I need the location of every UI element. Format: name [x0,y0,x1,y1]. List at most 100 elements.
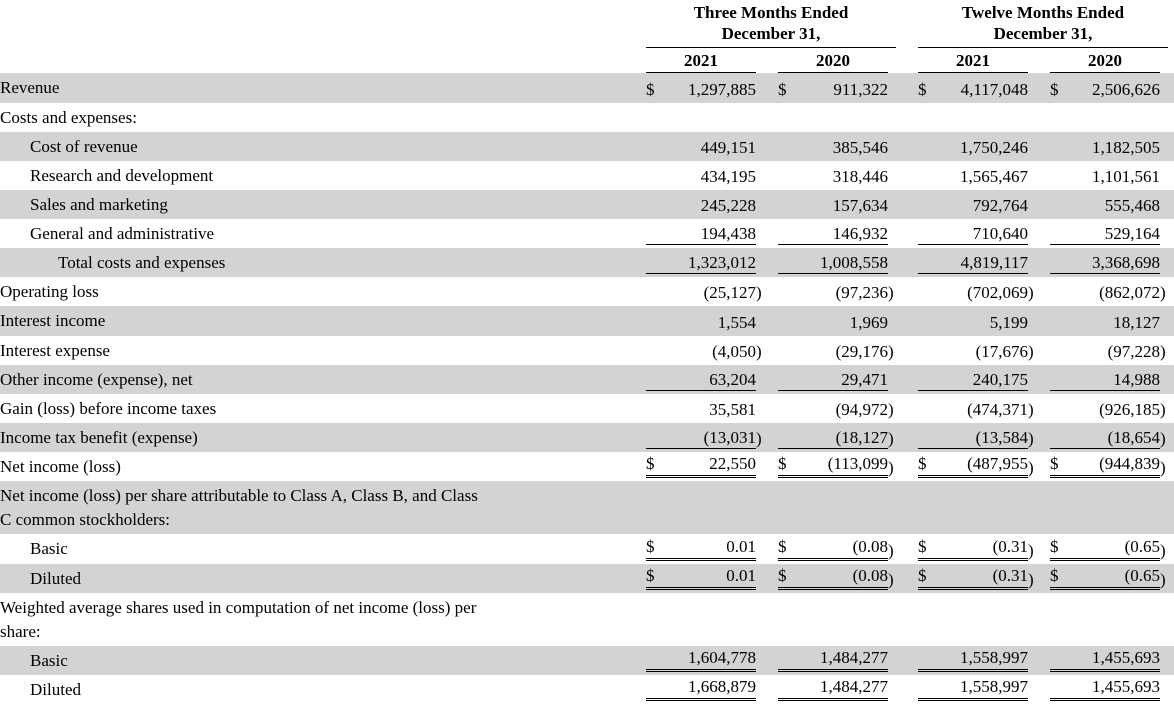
value-cell: $ (0.31) [918,564,1036,593]
value-cell: (18,654) [1050,423,1168,452]
year-header-three-months-2021: 2021 [646,51,756,74]
value-cell [778,481,896,534]
negative-paren: ) [1028,540,1034,560]
value-cell: 792,764 [918,190,1036,219]
value-text: (18,654 [1107,428,1160,448]
negative-paren: ) [1160,341,1166,361]
value-underline-area: 1,554 [646,313,756,333]
group-title-line: December 31, [721,23,821,43]
value-underline-area: (702,069 [918,283,1028,303]
table-row: Basic $0.01 $ (0.08) $ (0.31) $ (0.65) [0,534,1174,563]
negative-paren: ) [1028,429,1034,449]
value-cell: 1,484,277 [778,675,896,704]
value-underline-area: 792,764 [918,196,1028,216]
value-underline-area: $0.01 [646,537,756,561]
twelve-months-group-header: Twelve Months Ended December 31, [918,3,1168,49]
value-underline-area: 1,565,467 [918,167,1028,187]
value-underline-area: 449,151 [646,138,756,158]
row-label: Total costs and expenses [0,248,646,277]
value-text: 63,204 [709,369,756,389]
value-cell [918,593,1036,646]
currency-symbol: $ [918,454,927,474]
table-row: Sales and marketing 245,228 157,634 792,764… [0,189,1174,220]
value-underline-area: 18,127 [1050,313,1160,333]
row-label-line: Basic [30,650,68,670]
value-text: 1,455,693 [1092,677,1160,697]
value-text: 1,604,778 [688,648,756,668]
row-label: General and administrative [0,219,646,248]
value-text: 318,446 [832,166,888,186]
value-cell: 385,546 [778,132,896,161]
value-cell: $0.01 [646,534,764,563]
row-label-line: Gain (loss) before income taxes [0,398,217,418]
table-row: Basic 1,604,778 1,484,277 1,558,997 1,455,69… [0,645,1174,676]
value-underline-area: 29,471 [778,370,888,391]
value-text: (0.65 [1124,536,1160,556]
value-cell: (25,127) [646,277,764,306]
value-text: 911,322 [833,79,888,99]
row-label-line: Diluted [30,568,81,588]
currency-symbol: $ [918,565,927,585]
value-text: 1,750,246 [960,137,1028,157]
value-underline-area: $911,322 [778,80,888,100]
value-cell [918,103,1036,132]
value-cell: $ (944,839) [1050,452,1168,481]
currency-symbol: $ [646,565,655,585]
value-text: (0.31 [992,536,1028,556]
value-underline-area: (29,176 [778,342,888,362]
value-text: 1,182,505 [1092,137,1160,157]
value-text: (0.31 [992,565,1028,585]
table-row: Gain (loss) before income taxes 35,581 (94… [0,394,1174,423]
value-cell [1050,103,1168,132]
currency-symbol: $ [1050,79,1059,99]
value-cell: (13,584) [918,423,1036,452]
row-label: Research and development [0,161,646,190]
value-cell: (97,228) [1050,336,1168,365]
value-underline-area: $ (0.08 [778,537,888,561]
value-underline-area: (17,676 [918,342,1028,362]
value-cell: 434,195 [646,161,764,190]
negative-paren: ) [888,429,894,449]
negative-paren: ) [1160,458,1166,478]
value-text: 3,368,698 [1092,253,1160,273]
row-label-line: Interest expense [0,340,110,360]
table-row: Weighted average shares used in computat… [0,593,1174,646]
value-underline-area: 14,988 [1050,370,1160,391]
value-cell [646,593,764,646]
row-label: Gain (loss) before income taxes [0,394,646,423]
negative-paren: ) [888,283,894,303]
value-text: (113,099 [827,454,888,474]
value-cell: 5,199 [918,306,1036,335]
value-text: 4,819,117 [960,253,1028,273]
value-underline-area: (13,584 [918,428,1028,450]
value-cell [918,481,1036,534]
value-text: 1,455,693 [1092,648,1160,668]
value-underline-area: (862,072 [1050,283,1160,303]
value-underline-area: (97,228 [1050,342,1160,362]
value-cell [1050,593,1168,646]
year-header-twelve-months-2020: 2020 [1050,51,1160,74]
value-text: 1,101,561 [1092,166,1160,186]
value-cell: 1,455,693 [1050,675,1168,704]
value-underline-area: 1,484,277 [778,648,888,673]
value-text: 14,988 [1113,369,1160,389]
table-row: Other income (expense), net 63,204 29,471 2… [0,364,1174,394]
row-label: Basic [0,646,646,675]
value-text: 157,634 [832,196,888,216]
value-text: 1,969 [849,312,888,332]
value-underline-area: $22,550 [646,454,756,479]
row-label: Diluted [0,564,646,593]
value-cell: (17,676) [918,336,1036,365]
value-text: (0.08 [852,536,888,556]
currency-symbol: $ [646,454,655,474]
value-text: 529,164 [1104,224,1160,244]
value-cell: 1,558,997 [918,646,1036,675]
value-cell: 1,668,879 [646,675,764,704]
value-underline-area: 146,932 [778,224,888,246]
value-underline-area: 529,164 [1050,224,1160,246]
row-label: Cost of revenue [0,132,646,161]
value-underline-area: 555,468 [1050,196,1160,216]
value-text: 434,195 [700,166,756,186]
value-text: 240,175 [972,369,1028,389]
column-group-headers: Three Months Ended December 31, Twelve M… [0,3,1174,49]
